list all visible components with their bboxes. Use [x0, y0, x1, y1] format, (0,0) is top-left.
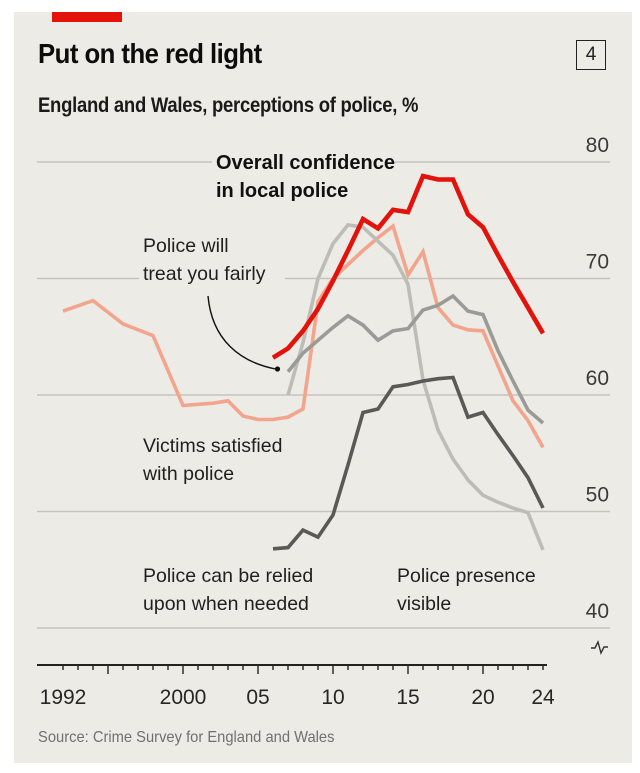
y-tick-label-50: 50	[586, 484, 609, 507]
x-axis: 1992 2000 05 10 15 20 24	[37, 664, 555, 709]
series-line-police-presence-visible	[286, 222, 545, 551]
x-tick-label-2005: 05	[246, 686, 269, 709]
y-tick-label-40: 40	[586, 600, 609, 623]
series-lines	[62, 173, 545, 551]
source-note: Source: Crime Survey for England and Wal…	[38, 729, 335, 746]
series-line-police-can-be-relied-upon-when-needed	[272, 375, 545, 551]
x-tick-label-2010: 10	[321, 686, 344, 709]
y-axis-labels: 80 70 60 50 40	[586, 134, 609, 655]
label-bg-4	[392, 560, 567, 620]
series-line-overall-confidence-in-local-police	[271, 173, 545, 360]
label-bg-1	[139, 228, 285, 288]
gridlines	[37, 161, 610, 629]
series-label-police-can-be-relied-upon-when-needed-line-1: Police can be relied	[143, 565, 313, 587]
annotation-arrow-dot	[274, 366, 281, 372]
series-label-victims-satisfied-with-police-line-1: Victims satisfied	[143, 435, 282, 457]
x-tick-label-2020: 20	[471, 686, 494, 709]
label-bg-2	[139, 430, 289, 492]
annotation-arrow	[207, 295, 276, 370]
series-label-police-will-treat-you-fairly-line-2: treat you fairly	[143, 263, 266, 285]
chart-number-badge: 4	[576, 40, 606, 70]
chart-subtitle: England and Wales, perceptions of police…	[38, 94, 419, 117]
label-bg-3	[139, 560, 344, 620]
series-label-overall-confidence-in-local-police-line-1: Overall confidence	[216, 152, 395, 174]
x-tick-label-2000: 2000	[160, 686, 207, 709]
x-tick-label-2015: 15	[396, 686, 419, 709]
x-tick-label-1992: 1992	[40, 686, 87, 709]
series-label-victims-satisfied-with-police-line-2: with police	[142, 463, 234, 485]
series-line-victims-satisfied-with-police	[62, 223, 545, 449]
x-tick-label-2024: 24	[531, 686, 555, 709]
series-label-overall-confidence-in-local-police-line-2: in local police	[216, 180, 348, 202]
brand-red-bar	[52, 12, 122, 22]
chart-title: Put on the red light	[38, 38, 262, 69]
annotations: Victims satisfied with police Police prese…	[142, 152, 536, 615]
series-label-police-will-treat-you-fairly-line-1: Police will	[143, 235, 229, 257]
label-bg-0	[212, 142, 392, 204]
y-tick-label-80: 80	[586, 134, 609, 157]
y-tick-label-70: 70	[586, 251, 609, 274]
series-label-police-can-be-relied-upon-when-needed-line-2: upon when needed	[143, 593, 309, 615]
axis-break-icon	[591, 640, 608, 655]
series-line-police-will-treat-you-fairly	[286, 293, 545, 425]
series-label-police-presence-visible-line-1: Police presence	[397, 565, 536, 587]
chart-panel	[14, 12, 632, 763]
series-label-police-presence-visible-line-2: visible	[397, 593, 451, 615]
y-tick-label-60: 60	[586, 367, 609, 390]
label-backgrounds	[139, 142, 567, 620]
